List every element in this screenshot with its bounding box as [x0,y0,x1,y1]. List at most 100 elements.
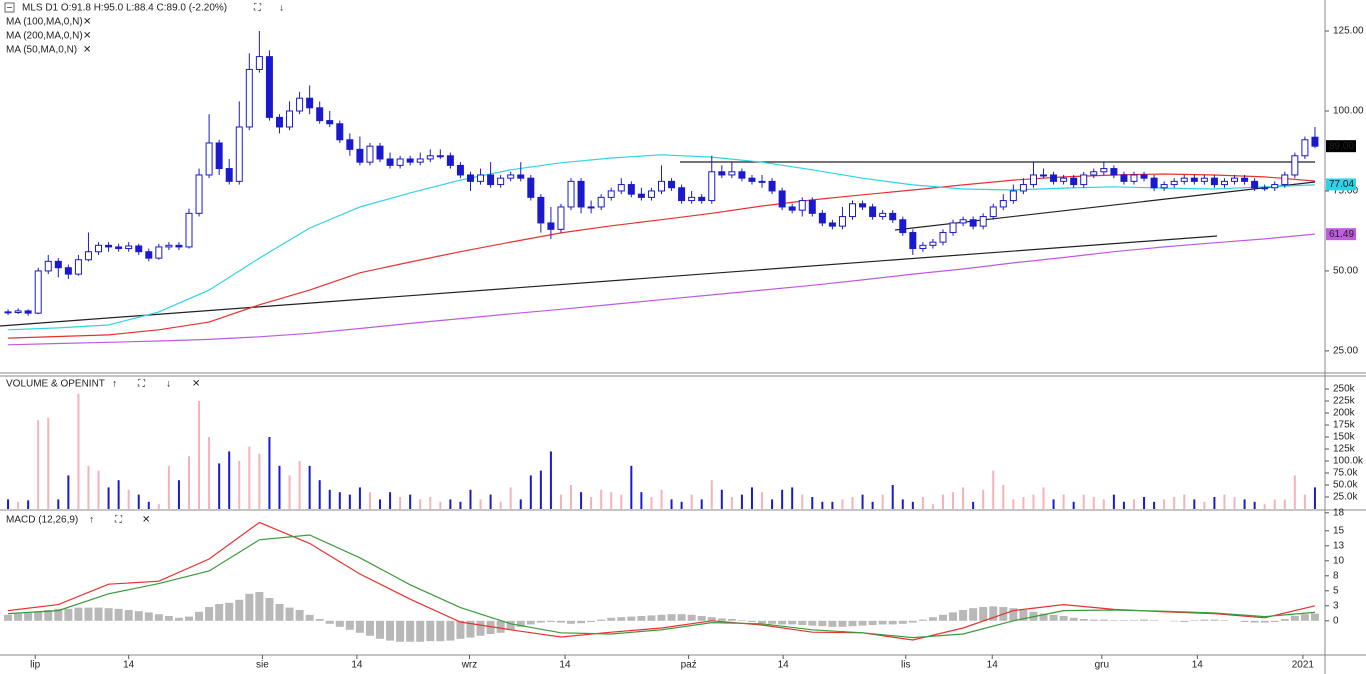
candle-body [396,158,404,166]
volume-bar [851,497,854,509]
histogram-bar [828,620,837,627]
candle-body [1210,177,1218,186]
histogram-bar [74,607,83,621]
x-tick-label: lis [901,660,910,671]
price-tag-label: 77.04 [1329,179,1354,190]
histogram-bar [124,610,133,621]
y-tick-label: 15 [1333,525,1345,536]
histogram-bar [94,607,103,621]
volume-bar [891,485,894,509]
volume-bar [610,492,613,509]
y-tick-label: 13 [1333,540,1345,551]
histogram-bar [174,617,183,621]
histogram-bar [838,620,847,627]
histogram-bar [567,620,576,624]
candle-body [969,219,977,227]
candle-body [95,244,103,253]
candle-body [758,180,766,183]
histogram-bar [1310,613,1319,621]
fullscreen-icon[interactable]: ⛶ [137,379,146,390]
histogram-bar [526,620,535,625]
histogram-bar [1250,620,1259,623]
candle-body [205,142,213,176]
volume-bar [147,501,150,509]
indicator-line [7,534,1315,639]
move-down-icon[interactable]: ↓ [279,3,284,14]
x-tick-label: 14 [559,660,571,671]
volume-bar [278,465,281,509]
histogram-bar [1180,620,1189,622]
candle-body [567,180,575,208]
histogram-bar [215,604,224,621]
histogram-bar [1300,614,1309,621]
candle-body [105,244,113,248]
histogram-bar [104,608,113,621]
candle-body [44,260,52,272]
candle-body [74,259,82,275]
close-icon[interactable]: ✕ [142,515,150,526]
histogram-bar [959,610,968,621]
volume-bar [1253,501,1256,509]
move-up-icon[interactable]: ↑ [89,515,94,526]
candle-body [547,222,555,230]
x-tick-label: 14 [987,660,999,671]
candle-body [637,193,645,198]
histogram-bar [1049,614,1058,621]
close-icon[interactable]: ✕ [83,45,91,56]
volume-bar [590,497,593,509]
x-tick-label: 14 [1192,660,1204,671]
candle-body [798,200,806,211]
volume-bar [228,451,231,509]
histogram-bar [1150,620,1159,621]
histogram-bar [1039,613,1048,621]
candle-body [1251,180,1259,189]
histogram-bar [938,614,947,621]
volume-bar [187,456,190,509]
candle-body [607,190,615,198]
histogram-bar [888,620,897,625]
close-icon[interactable]: ✕ [83,17,91,28]
indicator-label: MA (200,MA,0,N) [6,31,83,42]
candle-body [1170,180,1178,186]
histogram-bar [898,620,907,624]
fullscreen-icon[interactable]: ⛶ [114,515,123,526]
close-icon[interactable]: ✕ [83,31,91,42]
histogram-bar [54,608,63,621]
histogram-bar [818,620,827,627]
candle-body [155,246,163,259]
histogram-bar [858,620,867,626]
volume-bar [931,504,934,509]
y-tick-label: 50.0k [1333,480,1358,491]
candle-body [336,123,344,141]
volume-bar [529,475,532,509]
volume-bar [559,494,562,509]
x-tick-label: 14 [351,660,363,671]
candle-body [879,212,887,218]
histogram-bar [476,620,485,636]
histogram-bar [1009,608,1018,621]
histogram-bar [245,593,254,621]
volume-bar [1163,499,1166,509]
collapse-icon[interactable] [4,2,15,13]
move-down-icon[interactable]: ↓ [166,379,171,390]
histogram-bar [255,592,264,621]
close-icon[interactable]: ✕ [192,379,200,390]
volume-bar [389,492,392,509]
histogram-bar [1200,619,1209,621]
volume-bar [700,499,703,509]
volume-bar [750,487,753,509]
candle-body [366,145,374,163]
histogram-bar [24,613,33,621]
candle-body [688,196,696,202]
pane-title: MACD (12,26,9) [6,515,78,526]
volume-bar [399,497,402,509]
candle-body [1150,177,1158,189]
histogram-bar [345,620,354,630]
candle-body [487,174,495,186]
candle-body [748,177,756,182]
move-up-icon[interactable]: ↑ [112,379,117,390]
candle-body [1060,177,1068,182]
candle-body [869,206,877,218]
fullscreen-icon[interactable]: ⛶ [253,3,262,14]
candle-body [1019,184,1027,192]
